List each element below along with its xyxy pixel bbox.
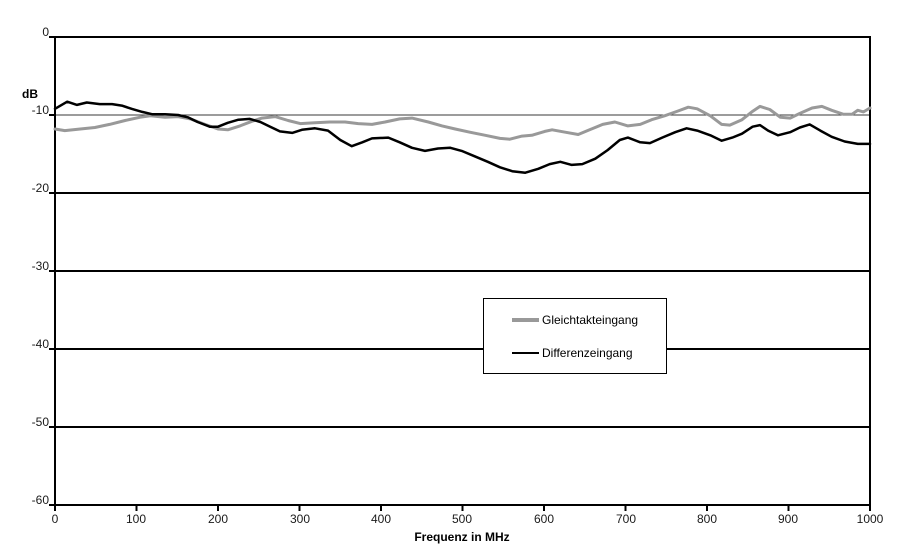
- series-line-differenzeingang: [53, 100, 872, 174]
- legend-label: Gleichtakteingang: [542, 313, 639, 327]
- x-tick-label: 400: [370, 512, 392, 526]
- x-tick-label: 1000: [856, 512, 884, 526]
- x-tick-label: 600: [533, 512, 555, 526]
- x-tick-label: 100: [125, 512, 147, 526]
- x-tick-label: 800: [696, 512, 718, 526]
- y-tick-label: -30: [31, 259, 49, 273]
- x-axis-title: Frequenz in MHz: [414, 530, 510, 544]
- y-tick-label: -50: [31, 415, 49, 429]
- y-tick-label: -10: [31, 103, 49, 117]
- legend-entry-differenzeingang: Differenzeingang: [512, 347, 633, 359]
- x-tick-label: 500: [451, 512, 473, 526]
- legend-label: Differenzeingang: [542, 346, 633, 360]
- series-line-gleichtakteingang: [53, 104, 872, 141]
- x-tick-label: 200: [207, 512, 229, 526]
- y-tick-label: -60: [31, 493, 49, 507]
- legend-entry-gleichtakteingang: Gleichtakteingang: [512, 314, 638, 326]
- y-axis-title: dB: [22, 87, 38, 101]
- x-tick-label: 700: [615, 512, 637, 526]
- y-tick-label: -20: [31, 181, 49, 195]
- legend-line-gleichtakteingang: [512, 318, 539, 322]
- x-tick-label: 0: [51, 512, 59, 526]
- legend-line-differenzeingang: [512, 352, 539, 354]
- y-tick-label: 0: [42, 25, 49, 39]
- legend: Gleichtakteingang Differenzeingang: [483, 298, 667, 374]
- x-tick-label: 300: [289, 512, 311, 526]
- x-tick-label: 900: [777, 512, 799, 526]
- y-tick-label: -40: [31, 337, 49, 351]
